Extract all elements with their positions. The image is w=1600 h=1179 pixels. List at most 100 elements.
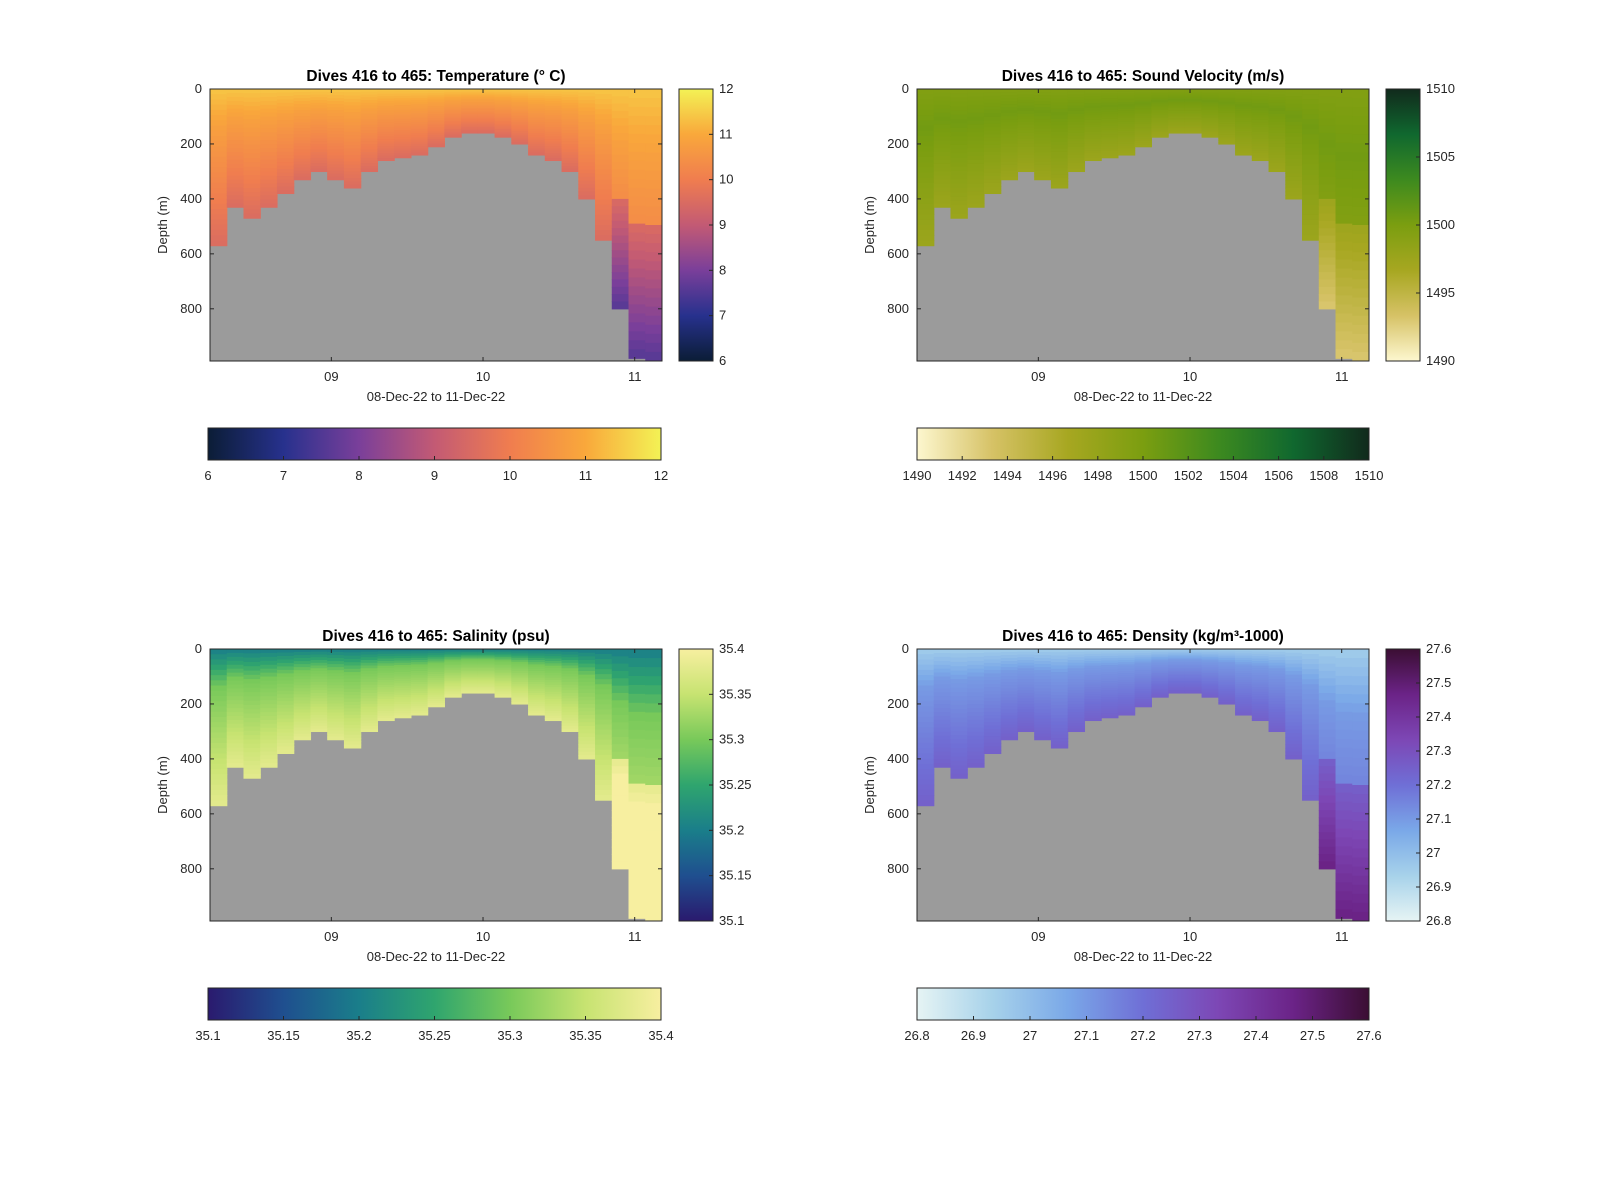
data-cell <box>1235 657 1253 661</box>
data-cell <box>933 183 952 189</box>
data-cell <box>1184 90 1203 93</box>
data-cell <box>1000 125 1019 129</box>
data-cell <box>210 722 228 728</box>
data-cell <box>917 151 935 158</box>
data-cell <box>410 657 429 661</box>
data-cell <box>983 137 1002 142</box>
data-cell <box>1084 718 1102 722</box>
data-cell <box>243 722 261 728</box>
data-cell <box>1168 687 1186 690</box>
data-cell <box>1184 109 1203 112</box>
data-cell <box>1184 119 1203 122</box>
data-cell <box>260 672 278 678</box>
data-cell <box>1251 679 1270 683</box>
data-cell <box>444 692 462 695</box>
data-cell <box>544 682 563 686</box>
data-cell <box>1084 150 1102 154</box>
data-cell <box>933 692 952 697</box>
data-cell <box>1134 699 1152 702</box>
data-cell <box>310 681 328 686</box>
data-cell <box>1285 187 1303 193</box>
data-cell <box>628 322 646 332</box>
data-cell <box>1050 125 1069 130</box>
data-cell <box>1067 97 1086 101</box>
data-cell <box>1184 687 1203 690</box>
data-cell <box>243 110 261 116</box>
data-cell <box>1218 105 1236 108</box>
data-cell <box>645 179 662 190</box>
data-cell <box>394 715 412 719</box>
data-cell <box>427 675 445 679</box>
data-cell <box>561 690 579 694</box>
data-cell <box>226 680 245 686</box>
data-cell <box>511 656 529 659</box>
data-cell <box>645 243 662 253</box>
data-cell <box>528 662 546 665</box>
data-cell <box>1285 678 1303 683</box>
data-cell <box>1050 691 1069 696</box>
data-cell <box>276 649 295 654</box>
data-cell <box>528 99 546 103</box>
data-cell <box>1352 170 1369 181</box>
data-cell <box>360 670 379 675</box>
y-axis-label: Depth (m) <box>862 196 877 254</box>
data-cell <box>327 155 345 160</box>
data-cell <box>377 91 395 95</box>
data-cell <box>1218 101 1236 105</box>
data-cell <box>595 744 613 751</box>
data-cell <box>1067 676 1086 680</box>
data-cell <box>1335 729 1353 740</box>
data-cell <box>494 658 512 661</box>
data-cell <box>983 127 1002 132</box>
data-cell <box>1184 131 1203 134</box>
data-cell <box>260 179 278 185</box>
data-cell <box>628 873 646 883</box>
data-cell <box>1335 286 1353 297</box>
data-cell <box>561 138 579 142</box>
data-cell <box>561 665 579 669</box>
data-cell <box>1251 141 1270 145</box>
data-cell <box>983 746 1002 751</box>
data-cell <box>427 129 445 132</box>
data-cell <box>1251 112 1270 116</box>
data-cell <box>360 113 379 118</box>
data-cell <box>1268 130 1286 134</box>
data-cell <box>444 100 462 103</box>
data-cell <box>595 739 613 746</box>
data-cell <box>293 101 312 105</box>
data-cell <box>595 154 613 161</box>
data-cell <box>1268 701 1286 705</box>
data-cell <box>611 301 630 310</box>
colorbar-horizontal <box>916 427 1370 461</box>
data-cell <box>1268 654 1286 658</box>
data-cell <box>461 94 479 97</box>
data-cell <box>310 149 328 153</box>
data-cell <box>1218 138 1236 141</box>
data-cell <box>477 115 496 118</box>
data-cell <box>1352 821 1369 831</box>
data-cell <box>1168 673 1186 676</box>
data-cell <box>1000 676 1019 680</box>
data-cell <box>343 708 362 713</box>
data-cell <box>1302 99 1320 105</box>
data-cell <box>933 700 952 705</box>
data-cell <box>544 658 563 662</box>
data-cell <box>561 141 579 145</box>
data-cell <box>1302 204 1320 211</box>
data-cell <box>1034 170 1052 175</box>
data-cell <box>494 695 512 698</box>
data-cell <box>1034 116 1052 120</box>
data-cell <box>1050 701 1069 706</box>
colorbar-tick-label: 35.35 <box>569 1028 602 1043</box>
data-cell <box>528 655 546 659</box>
data-cell <box>1067 717 1086 722</box>
data-cell <box>983 669 1002 674</box>
data-cell <box>628 259 646 270</box>
data-cell <box>1017 94 1035 98</box>
data-cell <box>1117 675 1136 679</box>
data-cell <box>1184 108 1203 111</box>
data-cell <box>595 654 613 660</box>
data-cell <box>1134 672 1152 675</box>
data-cell <box>917 167 935 174</box>
data-cell <box>260 680 278 686</box>
